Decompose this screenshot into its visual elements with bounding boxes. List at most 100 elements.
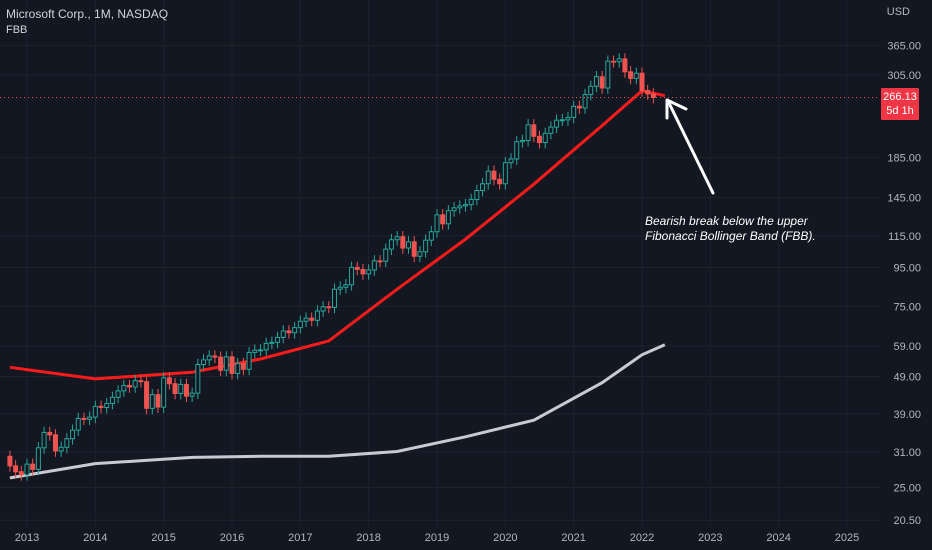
candle-up bbox=[252, 349, 258, 353]
year-tick-label: 2016 bbox=[220, 532, 244, 544]
price-tick-label: 185.00 bbox=[887, 152, 921, 164]
candle-up bbox=[388, 239, 394, 250]
candle-up bbox=[457, 205, 463, 209]
candle-up bbox=[554, 119, 560, 128]
candle-up bbox=[35, 447, 41, 470]
year-tick-label: 2024 bbox=[766, 532, 790, 544]
candle-down bbox=[18, 471, 24, 476]
annotation-text: Bearish break below the upper Fibonacci … bbox=[645, 214, 845, 244]
indicator-label[interactable]: FBB bbox=[6, 24, 28, 36]
candle-down bbox=[30, 463, 36, 470]
candle-up bbox=[195, 364, 201, 394]
candle-up bbox=[257, 349, 263, 352]
candle-down bbox=[497, 178, 503, 185]
candle-down bbox=[400, 236, 406, 249]
candle-up bbox=[451, 207, 457, 212]
candle-down bbox=[127, 384, 132, 388]
candle-up bbox=[235, 363, 241, 375]
price-tick-label: 115.00 bbox=[888, 231, 921, 243]
annotation-arrow bbox=[665, 98, 715, 195]
candle-up bbox=[269, 341, 275, 344]
candle-down bbox=[639, 72, 645, 92]
candle-down bbox=[611, 60, 617, 63]
year-tick-label: 2020 bbox=[493, 532, 517, 544]
candle-down bbox=[166, 377, 172, 385]
candle-down bbox=[7, 455, 13, 467]
candle-up bbox=[303, 317, 309, 322]
candle-up bbox=[280, 330, 286, 338]
candle-up bbox=[423, 239, 429, 253]
candle-up bbox=[605, 60, 611, 89]
year-tick-label: 2013 bbox=[15, 532, 39, 544]
candle-down bbox=[13, 465, 19, 473]
bar-countdown: 5d 1h bbox=[886, 105, 914, 117]
candle-up bbox=[121, 384, 127, 392]
candle-up bbox=[263, 342, 269, 351]
candles-group bbox=[7, 53, 656, 481]
candle-down bbox=[531, 124, 537, 137]
candle-up bbox=[445, 210, 451, 225]
candle-up bbox=[297, 320, 303, 329]
candle-up bbox=[206, 355, 212, 361]
year-tick-label: 2014 bbox=[83, 532, 107, 544]
last-price-value: 266.13 bbox=[883, 91, 917, 103]
candle-up bbox=[519, 140, 525, 143]
annotation-line-2: Fibonacci Bollinger Band (FBB). bbox=[645, 229, 816, 243]
candle-up bbox=[41, 431, 47, 449]
candle-up bbox=[485, 170, 491, 185]
time-axis[interactable]: 2013 2014 2015 2016 2017 2018 2019 2020 2021 2022… bbox=[15, 532, 859, 544]
candle-down bbox=[411, 241, 417, 257]
candle-up bbox=[320, 306, 326, 312]
price-tick-label: 75.00 bbox=[893, 301, 921, 313]
candle-down bbox=[183, 383, 189, 397]
price-tick-label: 59.00 bbox=[893, 341, 921, 353]
candle-down bbox=[144, 381, 150, 409]
price-tick-label: 39.00 bbox=[893, 409, 921, 421]
currency-label: USD bbox=[886, 6, 910, 18]
year-tick-label: 2019 bbox=[425, 532, 449, 544]
candle-down bbox=[138, 380, 144, 383]
candle-up bbox=[70, 429, 76, 440]
candle-up bbox=[371, 260, 377, 271]
candle-down bbox=[645, 90, 651, 95]
candle-down bbox=[537, 135, 542, 144]
candle-up bbox=[337, 286, 343, 290]
candle-up bbox=[508, 158, 514, 164]
candle-up bbox=[480, 183, 486, 191]
candle-down bbox=[229, 356, 235, 375]
candle-up bbox=[502, 162, 508, 185]
candle-down bbox=[286, 330, 292, 334]
candle-up bbox=[559, 119, 565, 122]
price-axis[interactable]: 365.00 305.00 185.00 145.00 115.00 95.00 75.00… bbox=[887, 40, 921, 527]
candle-up bbox=[383, 248, 389, 262]
price-tick-label: 31.00 bbox=[893, 447, 921, 459]
candle-up bbox=[189, 392, 195, 397]
year-tick-label: 2018 bbox=[356, 532, 380, 544]
candle-up bbox=[468, 198, 474, 206]
candle-down bbox=[576, 105, 582, 109]
candle-up bbox=[24, 463, 30, 476]
candle-up bbox=[582, 94, 588, 109]
candle-up bbox=[92, 405, 98, 418]
price-tick-label: 25.00 bbox=[893, 482, 921, 494]
price-tick-label: 365.00 bbox=[887, 40, 921, 52]
candle-down bbox=[628, 71, 634, 79]
candle-up bbox=[593, 76, 599, 87]
candle-down bbox=[47, 431, 53, 436]
candle-up bbox=[64, 438, 70, 448]
fbb-basis-line bbox=[9, 343, 666, 480]
candle-up bbox=[178, 383, 184, 395]
candle-down bbox=[599, 76, 605, 89]
candle-up bbox=[343, 284, 349, 288]
price-tick-label: 49.00 bbox=[893, 372, 921, 384]
candle-up bbox=[201, 359, 207, 366]
candle-up bbox=[246, 351, 252, 370]
candle-up bbox=[87, 416, 93, 420]
price-tick-label: 20.50 bbox=[893, 515, 921, 527]
candle-up bbox=[149, 394, 155, 409]
candle-up bbox=[434, 214, 440, 233]
candle-up bbox=[542, 132, 548, 144]
candle-up bbox=[525, 124, 531, 142]
candle-up bbox=[132, 380, 138, 388]
